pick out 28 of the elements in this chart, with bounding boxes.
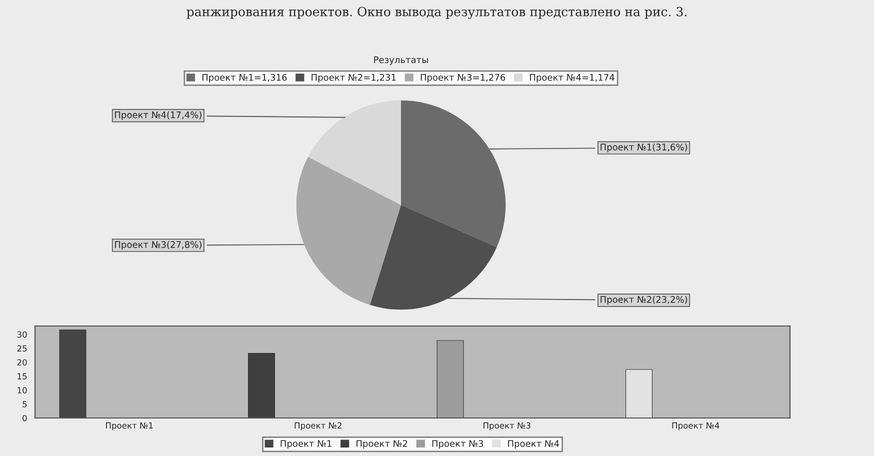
- y-tick-label: 5: [22, 401, 27, 408]
- legend-label: Проект №4: [508, 440, 560, 449]
- pie-slice: [296, 156, 401, 305]
- legend-label: Проект №2=1,231: [312, 74, 396, 83]
- y-tick-label: 10: [18, 387, 27, 394]
- text: ранжирования проектов. Окно вывода результатов представлено на рис. 3.: [186, 6, 686, 19]
- legend-label: Проект №2: [356, 440, 408, 449]
- legend-label: Проект №4=1,174: [530, 74, 614, 83]
- data-label: Проект №4(17,4%): [115, 111, 202, 120]
- legend-label: Проект №1: [280, 440, 332, 449]
- x-tick-label: Проект №4: [672, 422, 720, 430]
- y-tick-label: 30: [17, 331, 27, 338]
- chart-title: Результаты: [374, 56, 428, 65]
- y-tick-label: 15: [18, 373, 27, 380]
- x-tick-label: Проект №1: [106, 422, 153, 430]
- pie-slice: [308, 100, 401, 205]
- legend-label: Проект №1=1,316: [202, 74, 287, 83]
- data-label: Проект №2(23,2%): [600, 296, 688, 305]
- pie-slice: [401, 100, 506, 248]
- y-tick-label: 0: [22, 414, 27, 422]
- x-tick-label: Проект №3: [484, 422, 530, 430]
- x-tick-label: Проект №2: [294, 422, 342, 430]
- data-label: Проект №1(31,6%): [600, 143, 688, 152]
- data-label: Проект №3(27,8%): [115, 240, 202, 250]
- y-tick-label: 20: [17, 359, 27, 366]
- legend-label: Проект №3: [432, 440, 484, 449]
- legend-label: Проект №3=1,276: [420, 74, 506, 83]
- y-tick-label: 25: [17, 345, 27, 352]
